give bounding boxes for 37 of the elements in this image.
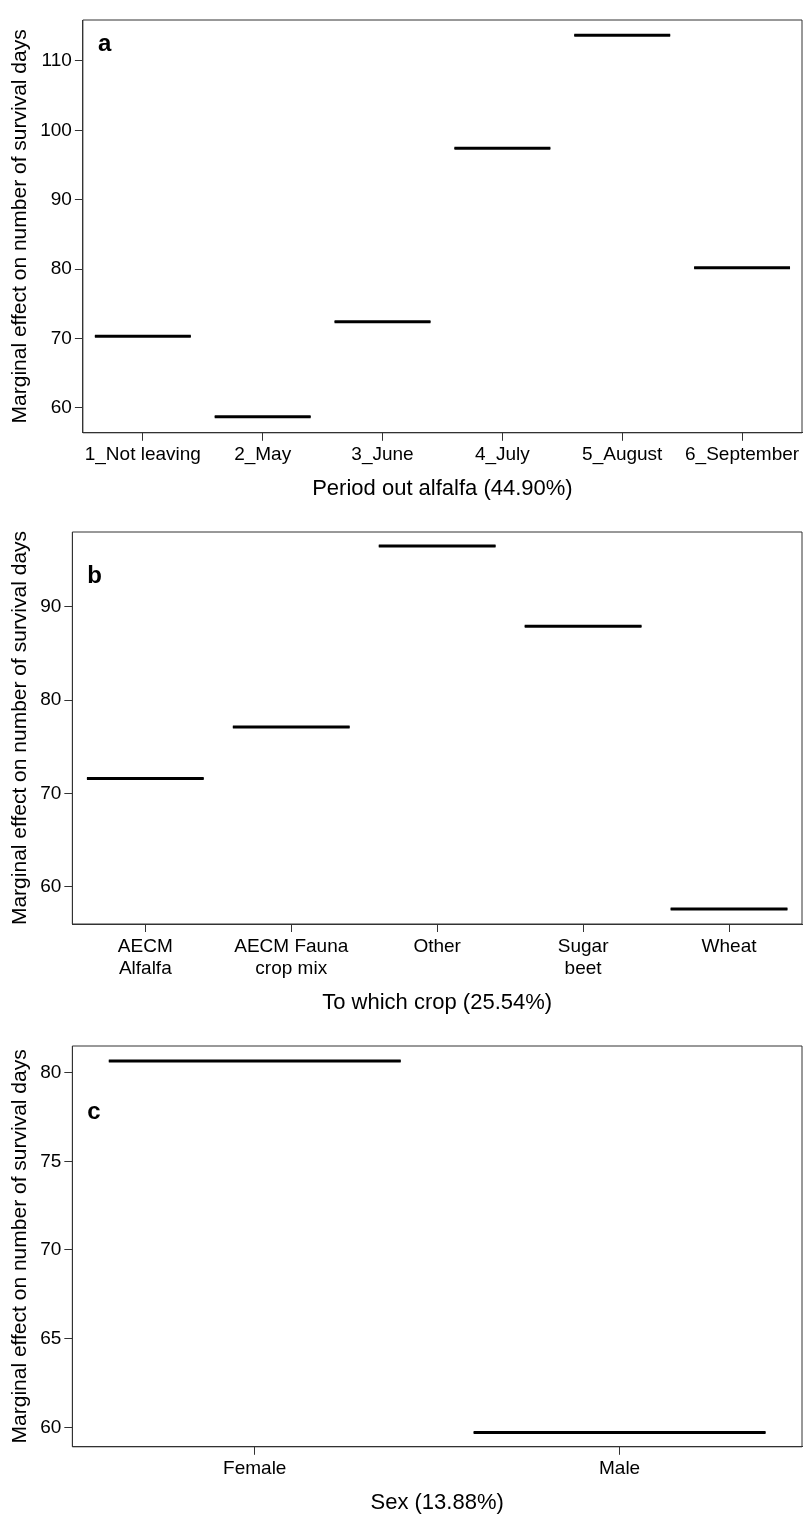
- x-tick-label: AECM Fauna crop mix: [234, 934, 349, 979]
- y-tick-label: 60: [40, 1415, 62, 1437]
- y-tick-label: 90: [40, 594, 62, 616]
- y-tick-label: 110: [41, 49, 72, 71]
- annotation: a: [97, 28, 112, 56]
- y-axis-title: Marginal effect on number of survival days: [7, 29, 31, 424]
- y-tick-label: 100: [40, 118, 72, 140]
- x-tick-label: 2_May: [234, 443, 292, 466]
- x-tick-label: 3_June: [351, 443, 414, 466]
- y-tick-label: 80: [50, 257, 72, 279]
- x-tick-label: Male: [598, 1457, 641, 1479]
- y-tick-label: 65: [40, 1326, 62, 1348]
- x-axis-title: Period out alfalfa (44.90%): [312, 474, 573, 500]
- x-tick-label: Wheat: [701, 934, 758, 956]
- x-tick-label: AECM Alfalfa: [117, 934, 173, 979]
- x-tick-label: 6_September: [685, 443, 800, 466]
- x-axis-title: Sex (13.88%): [370, 1488, 504, 1514]
- x-tick-label: 4_July: [474, 443, 531, 466]
- y-axis-title: Marginal effect on number of survival days: [7, 1049, 31, 1444]
- annotation: c: [87, 1096, 101, 1124]
- x-tick-label: Other: [413, 934, 462, 956]
- y-tick-label: 70: [40, 1238, 62, 1260]
- y-tick-label: 70: [40, 781, 62, 803]
- y-tick-label: 60: [50, 396, 72, 418]
- x-tick-label: 5_August: [582, 443, 664, 466]
- y-tick-label: 80: [40, 1060, 62, 1082]
- x-tick-label: 1_Not leaving: [84, 443, 201, 466]
- y-tick-label: 90: [50, 187, 72, 209]
- y-tick-label: 80: [40, 688, 62, 710]
- y-axis-title: Marginal effect on number of survival days: [7, 530, 31, 926]
- annotation: b: [87, 560, 103, 588]
- x-tick-label: Sugar beet: [557, 934, 610, 979]
- y-tick-label: 60: [40, 874, 62, 896]
- x-axis-title: To which crop (25.54%): [322, 988, 553, 1014]
- y-tick-label: 75: [40, 1149, 62, 1171]
- x-tick-label: Female: [223, 1457, 287, 1479]
- y-tick-label: 70: [50, 326, 72, 348]
